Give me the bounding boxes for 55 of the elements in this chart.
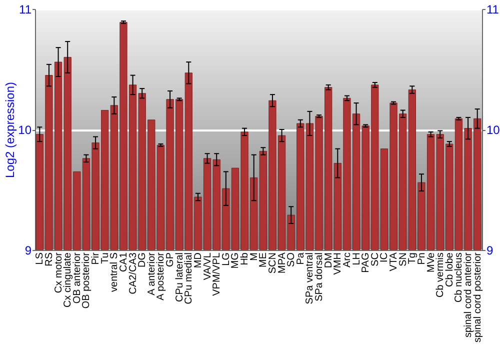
x-tick-label: Arc: [342, 252, 353, 268]
x-tick-label: ME: [258, 252, 270, 268]
x-tick-label: MD: [192, 252, 204, 268]
y-tick-label: 9: [24, 244, 32, 258]
x-tick-label: MVe: [426, 252, 437, 273]
x-tick-label: VA/VL: [202, 252, 214, 280]
x-tick-label: SCN: [267, 252, 278, 274]
x-tick-label: Cx motor: [53, 252, 64, 294]
x-tick-label: MG: [230, 252, 242, 269]
y2-tick-label: 9: [486, 244, 494, 258]
y2-tick-label: 10: [486, 123, 500, 137]
x-tick-label: VTA: [388, 252, 400, 272]
x-tick-label: VPM/VPL: [212, 252, 223, 296]
y-tick-label: 10: [18, 123, 32, 137]
x-tick-label: IC: [379, 252, 390, 262]
x-tick-label: MPA: [276, 252, 288, 274]
x-tick-label: CPu medial: [184, 252, 195, 304]
x-tick-label: Pn: [416, 252, 428, 265]
x-tick-label: CA2/CA3: [128, 252, 139, 294]
x-tick-label: A anterior: [146, 252, 158, 296]
x-tick-label: SC: [370, 252, 381, 266]
x-tick-label: SPa ventral: [304, 252, 316, 304]
x-tick-label: DG: [137, 252, 148, 268]
x-tick-label: Cb vermis: [435, 252, 446, 298]
x-tick-label: ventral S: [109, 252, 120, 292]
x-tick-label: M: [248, 252, 260, 261]
x-tick-label: CA1: [118, 252, 130, 272]
x-tick-label: OB posterior: [81, 252, 92, 309]
x-tick-label: DM: [323, 252, 334, 268]
x-tick-label: PAG: [360, 252, 372, 273]
x-tick-label: spinal cord anterior: [463, 252, 474, 338]
x-tick-label: Tu: [100, 252, 111, 264]
x-tick-label: A posterior: [156, 252, 167, 300]
x-tick-label: GP: [165, 252, 176, 267]
y-tick-label: 11: [19, 2, 32, 16]
x-tick-label: Cb nucleus: [454, 252, 465, 303]
x-tick-label: Cb lobe: [444, 252, 456, 287]
x-tick-label: CPu lateral: [174, 252, 186, 302]
x-tick-label: VMH: [332, 252, 344, 275]
x-tick-label: SPa dorsal: [314, 252, 326, 302]
x-tick-label: LS: [34, 252, 46, 265]
x-tick-label: SO: [286, 252, 298, 267]
x-tick-label: Hb: [240, 252, 251, 266]
y-axis-title: Log2 (expression): [3, 82, 18, 178]
x-tick-label: Pir: [90, 252, 102, 265]
x-tick-label: LG: [220, 252, 232, 266]
y2-tick-label: 11: [486, 2, 500, 16]
x-tick-label: OB anterior: [72, 252, 83, 304]
x-tick-label: RS: [44, 252, 55, 266]
x-tick-label: LH: [351, 252, 362, 266]
x-tick-label: spinal cord posterior: [472, 252, 484, 343]
x-tick-label: Cx cingulate: [62, 252, 74, 308]
x-tick-label: Tg: [407, 252, 418, 264]
x-tick-label: SN: [398, 252, 409, 266]
x-tick-label: Pa: [295, 252, 306, 265]
